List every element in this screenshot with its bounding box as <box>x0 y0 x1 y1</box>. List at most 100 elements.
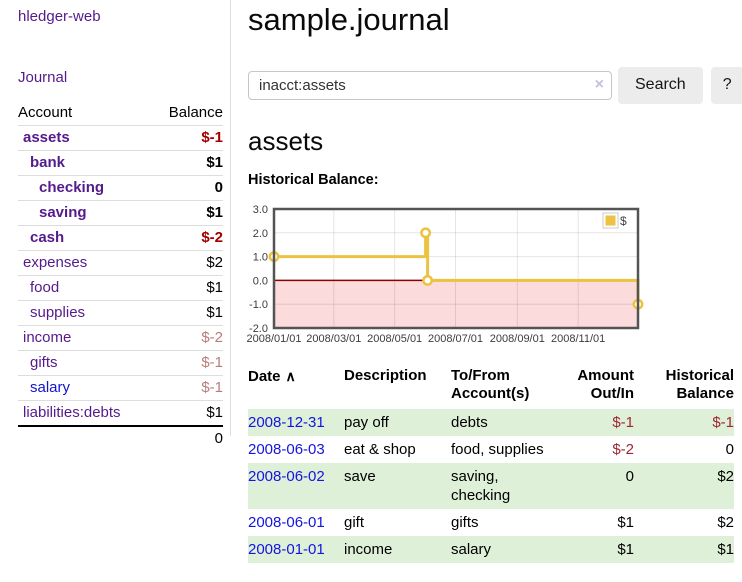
register-row[interactable]: 2008-06-03 eat & shop food, supplies $-2 0 <box>248 436 734 463</box>
search-input[interactable] <box>248 70 612 100</box>
account-balance: $-1 <box>201 379 223 396</box>
y-tick-label: 2.0 <box>253 228 268 240</box>
transaction-balance: $-1 <box>712 414 734 431</box>
data-point-marker <box>420 227 432 239</box>
transaction-amount: $1 <box>617 541 634 558</box>
transaction-accounts: debts <box>451 414 488 431</box>
sidebar: hledger-web Journal Account Balance asse… <box>0 0 231 447</box>
account-balance: $-1 <box>201 354 223 371</box>
search-button[interactable]: Search <box>618 66 703 104</box>
search-box: × <box>248 70 612 100</box>
account-link[interactable]: expenses <box>23 254 88 271</box>
legend-label: $ <box>620 214 627 228</box>
transaction-date: 2008-06-01 <box>248 509 344 536</box>
y-tick-label: 1.0 <box>253 252 268 264</box>
register-col-description: Description <box>344 367 427 384</box>
transaction-date-link[interactable]: 2008-06-02 <box>248 468 325 485</box>
account-heading: assets <box>248 126 324 156</box>
register-col-balance: Historical Balance <box>665 367 734 402</box>
transaction-date-link[interactable]: 2008-06-03 <box>248 441 325 458</box>
register-col-accounts: To/From Account(s) <box>451 367 530 402</box>
transaction-accounts: gifts <box>451 514 479 531</box>
transaction-date: 2008-06-03 <box>248 436 344 463</box>
account-row: saving $1 <box>18 200 223 226</box>
accounts-total-spacer <box>18 426 152 451</box>
data-point-marker <box>422 274 434 286</box>
search-form: × Search ? <box>248 66 742 104</box>
account-balance: 0 <box>214 179 223 196</box>
register-col-date[interactable]: Date ∧ <box>248 368 296 385</box>
x-tick-label: 2008/11/01 <box>551 333 605 345</box>
account-balance: $-1 <box>201 129 223 146</box>
account-link[interactable]: assets <box>23 129 70 146</box>
account-row: expenses $2 <box>18 250 223 276</box>
x-tick-label: 2008/05/01 <box>367 333 422 345</box>
transaction-amount: $1 <box>617 514 634 531</box>
accounts-table-header: Account Balance <box>18 101 223 126</box>
transaction-date-link[interactable]: 2008-12-31 <box>248 414 325 431</box>
account-balance: $1 <box>206 154 223 171</box>
account-link[interactable]: liabilities:debts <box>23 404 121 421</box>
transaction-date: 2008-12-31 <box>248 409 344 436</box>
account-link[interactable]: bank <box>30 154 66 171</box>
register-table-header: Date ∧ Description To/From Account(s) Amo… <box>248 367 734 409</box>
account-row: bank $1 <box>18 150 223 176</box>
sort-asc-icon: ∧ <box>285 368 296 384</box>
y-tick-label: 3.0 <box>253 204 268 216</box>
account-row: food $1 <box>18 275 223 301</box>
plot-border <box>272 207 640 330</box>
transaction-accounts: salary <box>451 541 492 558</box>
transaction-date-link[interactable]: 2008-01-01 <box>248 541 325 558</box>
account-link[interactable]: saving <box>39 204 87 221</box>
transaction-balance: $2 <box>717 514 734 531</box>
page-title: sample.journal <box>248 2 450 37</box>
register-row[interactable]: 2008-01-01 income salary $1 $1 <box>248 536 734 563</box>
register-row[interactable]: 2008-12-31 pay off debts $-1 $-1 <box>248 409 734 436</box>
transaction-accounts: food, supplies <box>451 441 544 458</box>
legend-swatch <box>605 215 616 226</box>
transaction-balance: $1 <box>717 541 734 558</box>
account-row: liabilities:debts $1 <box>18 400 223 427</box>
help-button[interactable]: ? <box>710 66 742 104</box>
account-row: cash $-2 <box>18 225 223 251</box>
sidebar-nav: Journal <box>18 69 230 86</box>
account-link[interactable]: income <box>23 329 72 346</box>
register-table-body: 2008-12-31 pay off debts $-1 $-1 2008-06-03 ea… <box>248 409 734 563</box>
transaction-balance: 0 <box>725 441 734 458</box>
x-tick-label: 2008/01/01 <box>246 333 301 345</box>
account-link[interactable]: checking <box>39 179 105 196</box>
transaction-description: pay off <box>344 414 389 431</box>
x-tick-label: 2008/03/01 <box>306 333 361 345</box>
account-balance: $-2 <box>201 229 223 246</box>
register-row[interactable]: 2008-06-01 gift gifts $1 $2 <box>248 509 734 536</box>
account-balance: $1 <box>206 204 223 221</box>
account-row: checking 0 <box>18 175 223 201</box>
x-tick-label: 2008/07/01 <box>428 333 483 345</box>
register-row[interactable]: 2008-06-02 save saving, checking 0 $2 <box>248 463 734 509</box>
account-balance: $2 <box>206 254 223 271</box>
account-row: assets $-1 <box>18 125 223 151</box>
account-row: income $-2 <box>18 325 223 351</box>
app-title-link[interactable]: hledger-web <box>18 8 101 25</box>
sidebar-item-journal[interactable]: Journal <box>18 69 68 86</box>
account-link[interactable]: cash <box>30 229 65 246</box>
accounts-total-value: 0 <box>214 430 223 447</box>
register-col-amount: Amount Out/In <box>577 367 634 402</box>
transaction-balance: $2 <box>717 468 734 485</box>
transaction-description: eat & shop <box>344 441 416 458</box>
account-link[interactable]: salary <box>30 379 71 396</box>
clear-search-icon[interactable]: × <box>594 75 604 93</box>
transaction-description: income <box>344 541 393 558</box>
accounts-col-account: Account <box>18 104 73 121</box>
account-link[interactable]: gifts <box>30 354 58 371</box>
account-row: gifts $-1 <box>18 350 223 376</box>
main-content: sample.journal × Search ? assets Histori… <box>246 0 742 563</box>
account-link[interactable]: food <box>30 279 60 296</box>
transaction-date-link[interactable]: 2008-06-01 <box>248 514 325 531</box>
transaction-description: gift <box>344 514 365 531</box>
register-table: Date ∧ Description To/From Account(s) Amo… <box>248 367 734 563</box>
transaction-amount: 0 <box>625 468 634 485</box>
transaction-amount: $-2 <box>612 441 634 458</box>
account-link[interactable]: supplies <box>30 304 86 321</box>
